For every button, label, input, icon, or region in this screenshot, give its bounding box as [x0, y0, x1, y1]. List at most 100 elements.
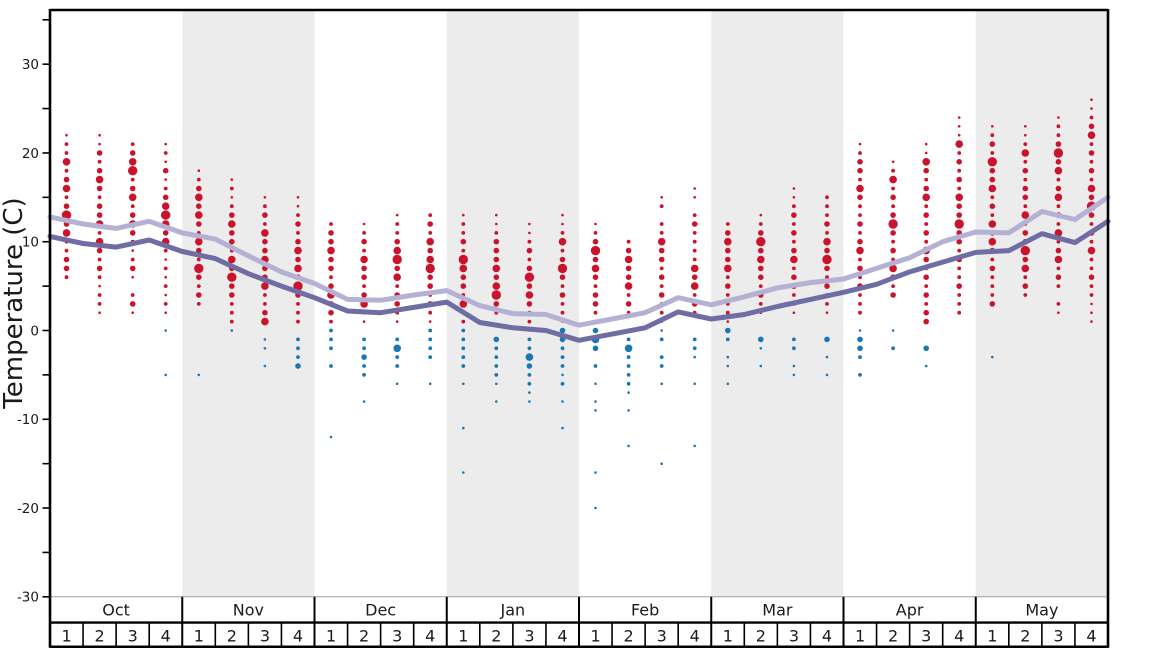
warm-temp-dot [492, 282, 501, 290]
cold-temp-dot [792, 364, 796, 368]
warm-temp-dot [1089, 115, 1094, 120]
cold-temp-dot [693, 355, 696, 359]
warm-temp-dot [792, 222, 796, 226]
warm-temp-dot [1090, 302, 1093, 306]
warm-temp-dot [1090, 98, 1093, 101]
warm-temp-dot [130, 142, 135, 147]
warm-temp-dot [1055, 141, 1062, 147]
cold-temp-dot [792, 373, 796, 377]
cold-temp-dot [528, 391, 531, 394]
month-label-apr: Apr [896, 601, 924, 620]
week-label-may-1: 1 [987, 627, 997, 646]
week-label-apr-2: 2 [888, 627, 898, 646]
warm-temp-dot [922, 193, 930, 202]
warm-temp-dot [528, 222, 531, 226]
warm-temp-dot [62, 158, 71, 166]
warm-temp-dot [560, 284, 565, 288]
warm-temp-dot [559, 292, 566, 298]
warm-temp-dot [262, 309, 268, 316]
cold-temp-dot [561, 400, 564, 403]
warm-temp-dot [890, 230, 896, 236]
warm-temp-dot [857, 159, 863, 165]
warm-temp-dot [527, 239, 532, 244]
warm-temp-dot [857, 194, 863, 201]
warm-temp-dot [791, 247, 797, 254]
warm-temp-dot [328, 309, 334, 316]
cold-temp-dot [726, 355, 730, 359]
y-tick-label--10: -10 [17, 412, 39, 428]
warm-temp-dot [924, 204, 929, 209]
month-shade-band-mar [711, 10, 844, 597]
warm-temp-dot [459, 264, 468, 273]
warm-temp-dot [692, 239, 697, 244]
warm-temp-dot [1021, 211, 1030, 219]
warm-temp-dot [161, 210, 171, 220]
warm-temp-dot [164, 160, 167, 164]
warm-temp-dot [1054, 229, 1063, 237]
warm-temp-dot [295, 221, 301, 227]
warm-temp-dot [361, 292, 367, 298]
warm-temp-dot [263, 293, 267, 297]
warm-temp-dot [856, 184, 864, 193]
warm-temp-dot [659, 222, 664, 226]
warm-temp-dot [1056, 266, 1061, 271]
warm-temp-dot [923, 185, 929, 192]
cold-temp-dot [692, 337, 697, 342]
cold-temp-dot [693, 382, 696, 386]
warm-temp-dot [1056, 177, 1061, 182]
cold-temp-dot [395, 382, 399, 386]
warm-temp-dot [526, 283, 533, 289]
warm-temp-dot [890, 194, 896, 201]
warm-temp-dot [692, 213, 697, 218]
warm-temp-dot [128, 158, 137, 166]
week-label-jan-1: 1 [458, 627, 468, 646]
warm-temp-dot [428, 320, 432, 323]
cold-temp-dot [495, 382, 498, 386]
warm-temp-dot [659, 266, 664, 271]
warm-temp-dot [560, 302, 565, 306]
warm-temp-dot [625, 274, 632, 281]
cold-temp-dot [560, 364, 565, 368]
warm-temp-dot [659, 231, 664, 235]
week-label-dec-1: 1 [326, 627, 336, 646]
warm-temp-dot [296, 231, 300, 235]
week-label-oct-1: 1 [61, 627, 71, 646]
warm-temp-dot [858, 177, 862, 182]
cold-temp-dot [726, 364, 730, 368]
cold-temp-dot [857, 345, 863, 352]
cold-temp-dot [627, 391, 630, 394]
cold-temp-dot [626, 381, 631, 386]
warm-temp-dot [263, 222, 267, 226]
cold-temp-dot [462, 471, 465, 474]
warm-temp-dot [462, 213, 465, 217]
week-label-apr-1: 1 [855, 627, 865, 646]
cold-temp-dot [592, 327, 599, 334]
warm-temp-dot [692, 293, 697, 297]
warm-temp-dot [592, 238, 599, 245]
warm-temp-dot [957, 248, 962, 253]
month-shade-band-nov [182, 10, 315, 597]
week-label-nov-3: 3 [260, 627, 270, 646]
warm-temp-dot [591, 264, 600, 273]
warm-temp-dot [64, 275, 69, 280]
warm-temp-dot [360, 255, 368, 264]
y-tick-label-30: 30 [22, 57, 39, 73]
warm-temp-dot [792, 266, 796, 271]
avg-max-line [47, 194, 1111, 328]
warm-temp-dot [956, 238, 962, 245]
cold-temp-dot [593, 364, 598, 368]
warm-temp-dot [824, 283, 830, 289]
warm-temp-dot [196, 185, 202, 192]
warm-temp-dot [195, 193, 203, 202]
week-label-nov-2: 2 [227, 627, 237, 646]
cold-temp-dot [726, 382, 730, 386]
warm-temp-dot [791, 212, 797, 218]
warm-temp-dot [858, 293, 862, 297]
warm-temp-dot [558, 237, 567, 246]
warm-temp-dot [230, 178, 234, 181]
warm-temp-dot [590, 245, 601, 256]
warm-temp-dot [162, 230, 169, 236]
warm-temp-dot [1023, 204, 1028, 209]
warm-temp-dot [461, 231, 466, 235]
warm-temp-dot [195, 211, 203, 219]
